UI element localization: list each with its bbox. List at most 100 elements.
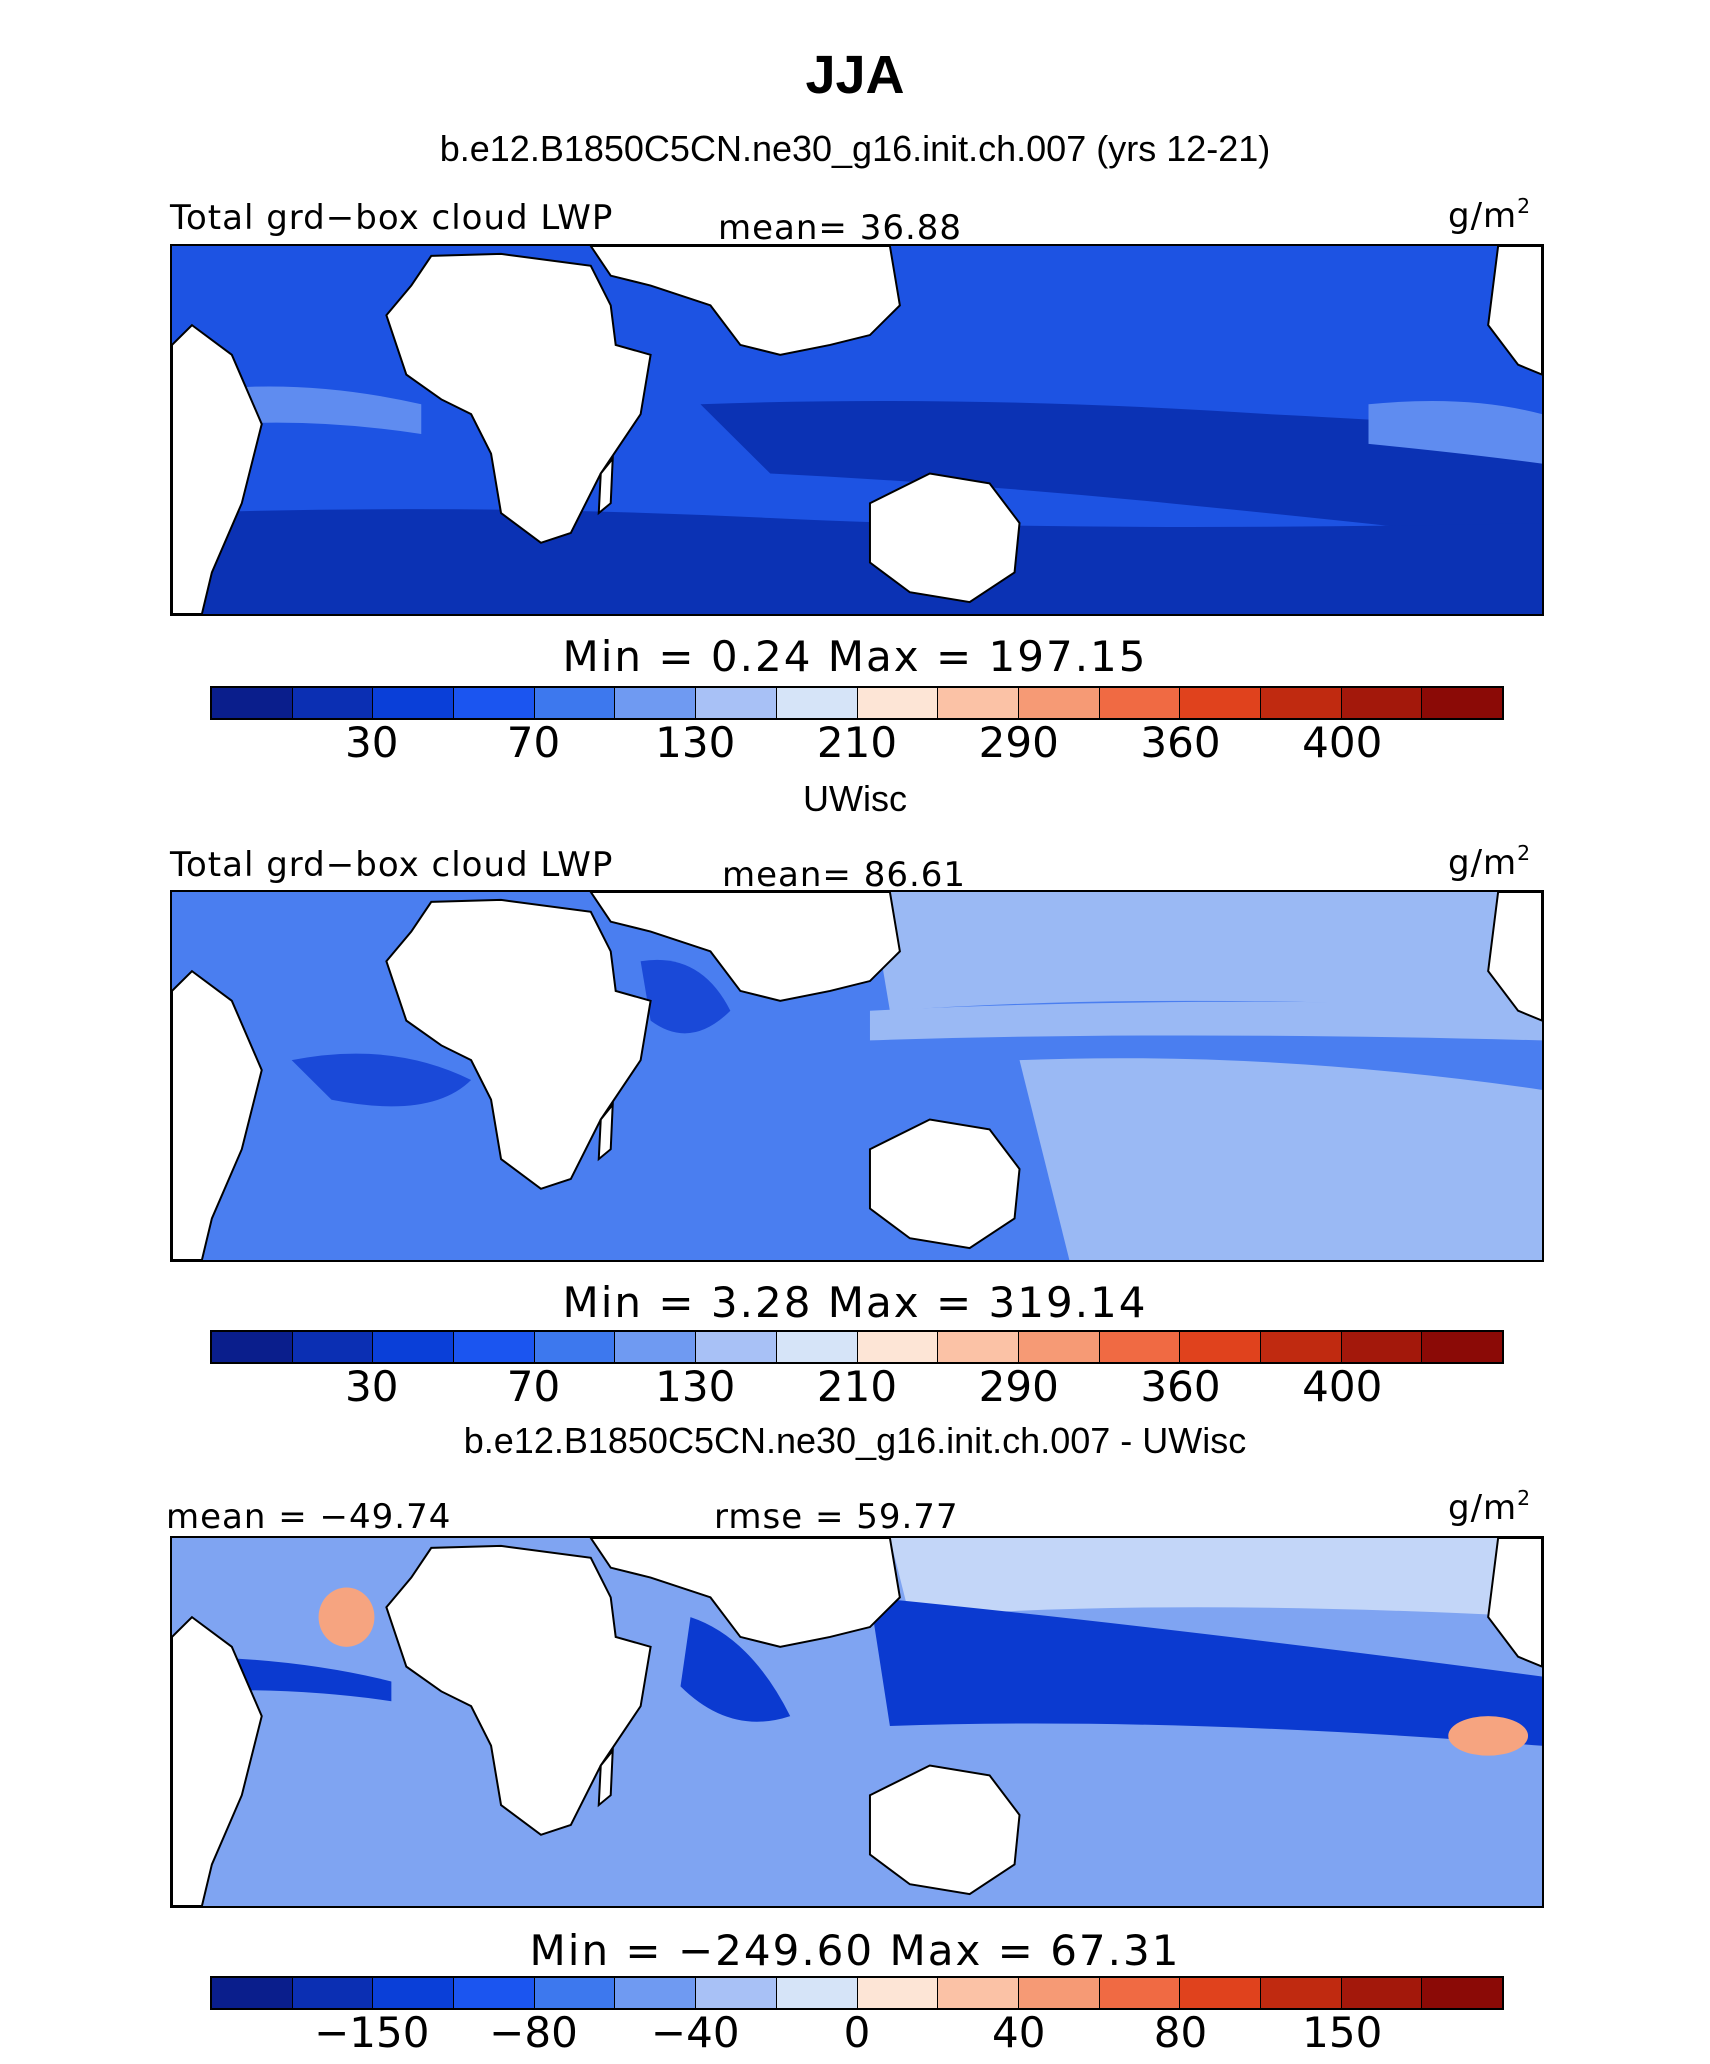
colorbar-swatch-12 xyxy=(1180,1332,1261,1362)
colorbar-swatch-2 xyxy=(373,1332,455,1362)
colorbar-tick-label: 80 xyxy=(1153,2008,1208,2057)
colorbar-swatch-5 xyxy=(615,1332,697,1362)
colorbar-swatch-11 xyxy=(1099,1978,1181,2008)
figure-title: JJA xyxy=(805,45,905,105)
panel-2-map xyxy=(170,890,1544,1262)
asia-landmass xyxy=(589,246,901,356)
panel-2-map-canvas xyxy=(172,892,1542,1260)
colorbar-swatch-12 xyxy=(1180,688,1261,718)
colorbar-tick-label: 150 xyxy=(1302,2008,1383,2057)
colorbar-tick-label: −40 xyxy=(650,2008,740,2057)
panel-1-units: g/m2 xyxy=(1448,194,1532,236)
colorbar-swatch-6 xyxy=(696,688,777,718)
colorbar-swatch-3 xyxy=(454,688,535,718)
panel-3-indian-bias xyxy=(680,1617,791,1722)
colorbar-swatch-8 xyxy=(857,1978,939,2008)
colorbar-swatch-8 xyxy=(857,1332,939,1362)
panel-2-itcz-band xyxy=(869,1001,1542,1041)
colorbar-swatch-4 xyxy=(534,1978,616,2008)
asia-landmass xyxy=(589,1538,901,1648)
colorbar-swatch-10 xyxy=(1018,688,1100,718)
panel-3-subtitle: b.e12.B1850C5CN.ne30_g16.init.ch.007 - U… xyxy=(463,1420,1247,1461)
colorbar-tick-label: 210 xyxy=(816,718,898,767)
panel-2-arabian-sea xyxy=(640,959,731,1034)
panel-1-map xyxy=(170,244,1544,616)
colorbar-swatch-9 xyxy=(938,1978,1019,2008)
panel-3-units: g/m2 xyxy=(1448,1486,1532,1528)
colorbar-swatch-15 xyxy=(1422,688,1502,718)
colorbar-swatch-4 xyxy=(534,688,616,718)
north-america-landmass xyxy=(1487,1538,1542,1668)
colorbar-swatch-4 xyxy=(534,1332,616,1362)
colorbar-tick-label: 30 xyxy=(345,718,399,767)
colorbar-tick-label: 130 xyxy=(655,718,736,767)
colorbar-swatch-1 xyxy=(292,1978,374,2008)
south-america-landmass xyxy=(172,323,263,614)
north-america-landmass xyxy=(1487,246,1542,376)
panel-3-north-pacific xyxy=(889,1538,1542,1618)
colorbar-tick-label: 30 xyxy=(345,1362,399,1411)
panel-1-tropical-band xyxy=(700,400,1542,543)
colorbar-swatch-13 xyxy=(1260,688,1342,718)
panel-2-variable-label: Total grd−box cloud LWP xyxy=(170,845,614,885)
madagascar-landmass xyxy=(597,455,614,516)
colorbar-swatch-14 xyxy=(1341,688,1423,718)
south-america-landmass xyxy=(172,1615,263,1906)
panel-3-east-pacific-positive xyxy=(1448,1716,1529,1756)
madagascar-landmass xyxy=(597,1747,614,1808)
panel-2-south-pacific xyxy=(1019,1058,1542,1260)
panel-1-colorbar xyxy=(210,686,1504,720)
colorbar-swatch-10 xyxy=(1018,1332,1100,1362)
colorbar-tick-label: 40 xyxy=(992,2008,1046,2057)
colorbar-swatch-14 xyxy=(1341,1978,1423,2008)
panel-1-map-canvas xyxy=(172,246,1542,614)
colorbar-tick-label: 130 xyxy=(655,1362,736,1411)
colorbar-swatch-13 xyxy=(1260,1332,1342,1362)
panel-2-units: g/m2 xyxy=(1448,841,1532,883)
panel-3-mean-label: mean = −49.74 xyxy=(166,1497,452,1537)
asia-landmass xyxy=(589,892,901,1002)
colorbar-swatch-7 xyxy=(776,688,858,718)
colorbar-tick-label: −150 xyxy=(314,2008,430,2057)
colorbar-swatch-3 xyxy=(454,1332,535,1362)
colorbar-tick-label: −80 xyxy=(489,2008,578,2057)
colorbar-tick-label: 290 xyxy=(978,1362,1059,1411)
panel-1-subtitle: b.e12.B1850C5CN.ne30_g16.init.ch.007 (yr… xyxy=(439,128,1271,169)
colorbar-swatch-3 xyxy=(454,1978,535,2008)
colorbar-tick-label: 400 xyxy=(1302,1362,1383,1411)
panel-1-minmax: Min = 0.24 Max = 197.15 xyxy=(562,632,1148,681)
colorbar-swatch-11 xyxy=(1099,1332,1181,1362)
colorbar-swatch-9 xyxy=(938,688,1019,718)
colorbar-swatch-12 xyxy=(1180,1978,1261,2008)
panel-1-southern-band xyxy=(172,509,1542,614)
colorbar-swatch-9 xyxy=(938,1332,1019,1362)
colorbar-swatch-2 xyxy=(373,688,455,718)
australia-landmass xyxy=(868,472,1021,604)
colorbar-swatch-8 xyxy=(857,688,939,718)
south-america-landmass xyxy=(172,969,263,1260)
colorbar-tick-label: 70 xyxy=(506,718,561,767)
colorbar-swatch-15 xyxy=(1422,1978,1502,2008)
panel-1-variable-label: Total grd−box cloud LWP xyxy=(170,198,614,238)
colorbar-swatch-7 xyxy=(776,1978,858,2008)
panel-3-colorbar xyxy=(210,1976,1504,2010)
africa-landmass xyxy=(385,898,652,1190)
colorbar-swatch-5 xyxy=(615,688,697,718)
colorbar-swatch-0 xyxy=(212,1978,293,2008)
panel-2-south-atlantic xyxy=(291,1053,472,1107)
colorbar-swatch-0 xyxy=(212,1332,293,1362)
colorbar-tick-label: 290 xyxy=(978,718,1059,767)
colorbar-swatch-1 xyxy=(292,688,374,718)
panel-3-tropical-bias xyxy=(869,1597,1542,1746)
colorbar-swatch-10 xyxy=(1018,1978,1100,2008)
colorbar-swatch-2 xyxy=(373,1978,455,2008)
colorbar-swatch-14 xyxy=(1341,1332,1423,1362)
panel-3-rmse-label: rmse = 59.77 xyxy=(714,1497,959,1537)
colorbar-swatch-13 xyxy=(1260,1978,1342,2008)
colorbar-tick-label: 400 xyxy=(1302,718,1383,767)
australia-landmass xyxy=(868,1118,1021,1250)
colorbar-swatch-7 xyxy=(776,1332,858,1362)
colorbar-swatch-6 xyxy=(696,1332,777,1362)
panel-3-minmax: Min = −249.60 Max = 67.31 xyxy=(529,1926,1181,1975)
panel-1-east-pacific xyxy=(1368,400,1542,464)
